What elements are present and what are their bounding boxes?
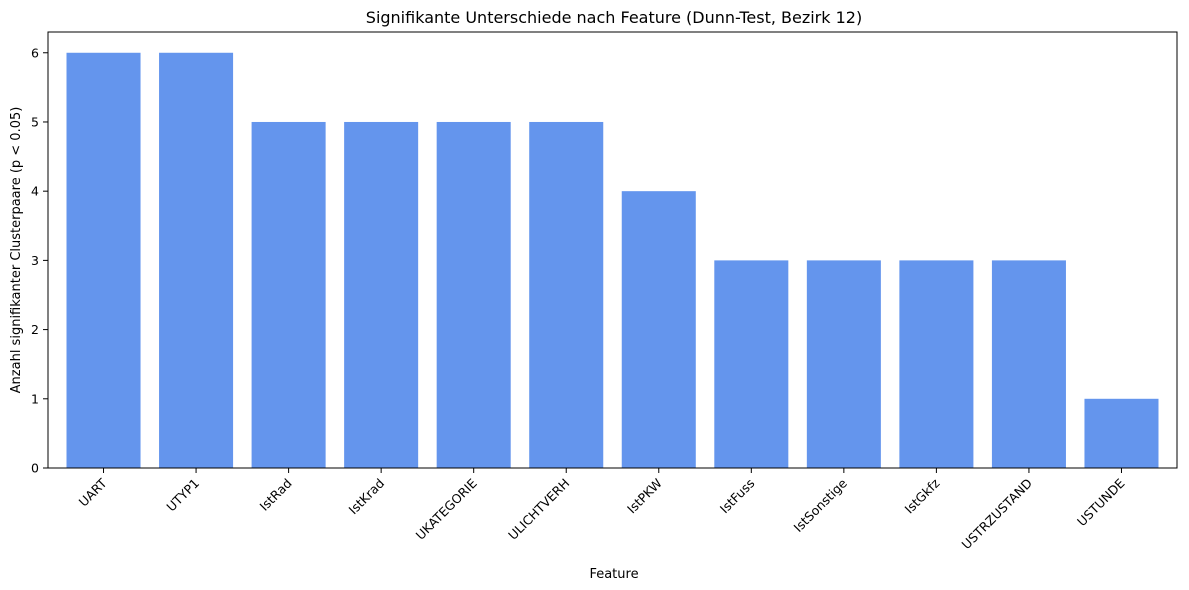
bar-ustrzustand [991,260,1066,468]
plot-frame [47,31,1178,469]
x-tick-label: UART [76,475,110,509]
y-axis-label: Anzahl signifikanter Clusterpaare (p < 0… [9,107,24,394]
bar-istrad [251,121,326,468]
y-tick-label: 4 [31,184,39,199]
x-tick-label: IstGkfz [902,475,943,516]
bar-istfuss [714,260,789,468]
x-axis-label: Feature [589,567,638,582]
x-tick-label: UKATEGORIE [413,475,480,542]
bar-istkrad [344,121,419,468]
x-tick-label: USTRZUSTAND [959,476,1036,553]
y-tick-label: 1 [31,391,39,406]
bar-ustunde [1084,398,1159,468]
bars-layer [66,52,1159,469]
bar-uart [66,52,141,469]
y-tick-label: 5 [31,114,39,129]
bar-istpkw [621,191,696,468]
bar-ulichtverh [529,121,604,468]
y-tick-label: 3 [31,253,39,268]
x-tick-label: IstRad [256,476,294,514]
bar-utyp1 [159,52,234,469]
bar-ukategorie [436,121,511,468]
y-tick-label: 6 [31,45,39,60]
x-tick-label: ULICHTVERH [505,476,572,543]
bar-istsonstige [806,260,881,468]
x-tick-label: IstSonstige [790,475,850,535]
y-axis-ticks: 0 1 2 3 4 5 6 [31,45,48,476]
y-tick-label: 2 [31,322,39,337]
x-tick-label: USTUNDE [1074,475,1128,529]
x-tick-label: UTYP1 [163,476,202,515]
y-tick-label: 0 [31,461,39,476]
x-axis-ticks: UART UTYP1 IstRad IstKrad UKATEGORIE ULICHTVE… [76,468,1128,552]
chart-title: Signifikante Unterschiede nach Feature (… [366,8,862,27]
x-tick-label: IstKrad [346,476,388,518]
x-tick-label: IstFuss [717,476,758,517]
x-tick-label: IstPKW [624,476,665,517]
bar-istgkfz [899,260,974,468]
